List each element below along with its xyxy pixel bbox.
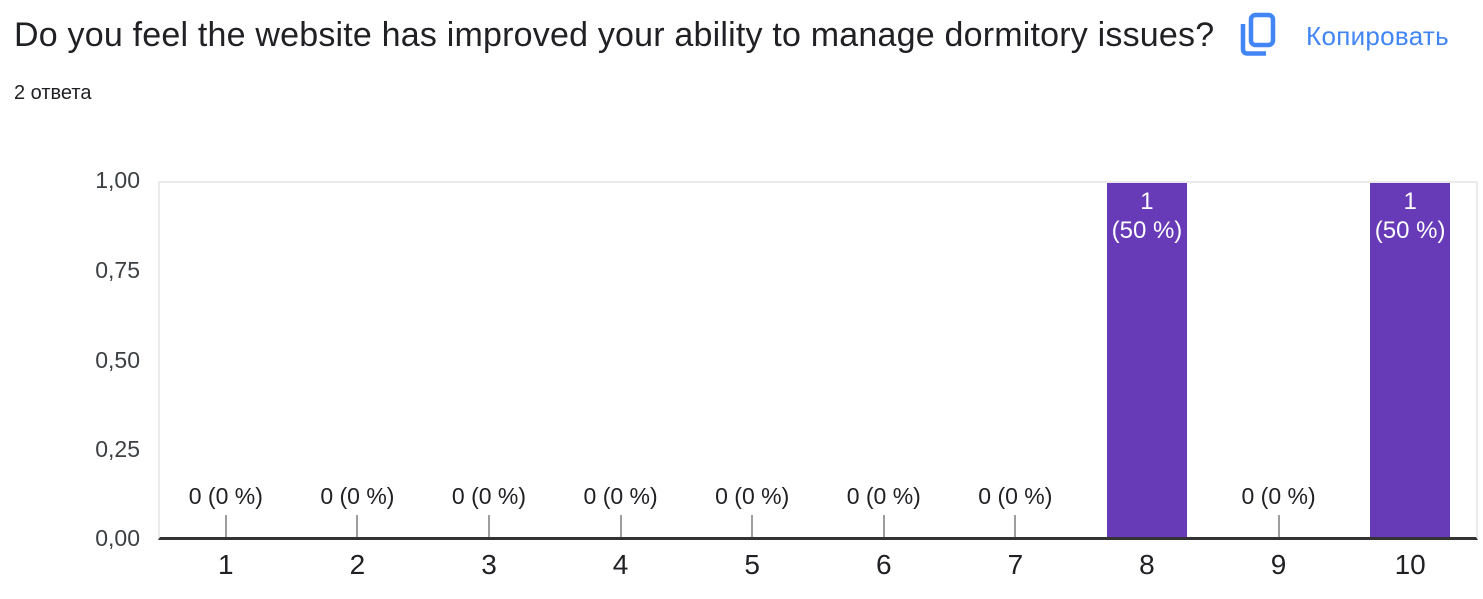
x-axis-tick xyxy=(1277,515,1280,537)
y-axis-label-0,00: 0,00 xyxy=(95,525,140,551)
zero-value-label: 0 (0 %) xyxy=(846,483,921,509)
responses-count: 2 ответа xyxy=(14,82,92,104)
bar-value-label: 1 xyxy=(1403,188,1417,215)
category-slot-3: 0 (0 %) xyxy=(423,183,555,537)
category-slot-8: 1 (50 %) xyxy=(1081,183,1213,537)
x-axis-label-7: 7 xyxy=(1007,549,1024,580)
copy-icon xyxy=(1238,12,1276,60)
y-axis-label-1,00: 1,00 xyxy=(95,167,140,193)
bar-value-label: (50 %) xyxy=(1111,217,1183,244)
x-axis-tick xyxy=(224,515,227,537)
bar-10: 1 (50 %) xyxy=(1370,183,1451,537)
x-axis-label-1: 1 xyxy=(218,549,234,580)
category-slot-9: 0 (0 %) xyxy=(1213,183,1345,537)
zero-value-label: 0 (0 %) xyxy=(188,483,263,509)
plot-area: 0 (0 %) 0 (0 %) 0 (0 %) 0 (0 %) 0 (0 %) 0 (0 … xyxy=(158,181,1478,540)
x-axis-tick xyxy=(619,515,622,537)
zero-value-label: 0 (0 %) xyxy=(320,483,395,509)
zero-value-label: 0 (0 %) xyxy=(583,483,658,509)
y-axis-label-0,25: 0,25 xyxy=(95,436,140,462)
zero-value-label: 0 (0 %) xyxy=(1241,483,1316,509)
x-axis-tick xyxy=(487,515,490,537)
category-slot-4: 0 (0 %) xyxy=(555,183,687,537)
category-slot-7: 0 (0 %) xyxy=(950,183,1082,537)
y-axis-label-0,50: 0,50 xyxy=(95,347,140,373)
category-slot-1: 0 (0 %) xyxy=(160,183,292,537)
zero-value-label: 0 (0 %) xyxy=(451,483,527,509)
category-slot-2: 0 (0 %) xyxy=(292,183,424,537)
x-axis-label-6: 6 xyxy=(875,549,892,580)
bar-value-label: (50 %) xyxy=(1374,217,1446,244)
category-slot-5: 0 (0 %) xyxy=(686,183,818,537)
x-axis-label-5: 5 xyxy=(744,549,760,580)
x-axis-label-10: 10 xyxy=(1394,549,1426,580)
copy-button-label: Копировать xyxy=(1306,20,1449,51)
x-axis-tick xyxy=(882,515,885,537)
y-axis-label-0,75: 0,75 xyxy=(95,257,140,283)
question-title: Do you feel the website has improved you… xyxy=(14,16,1215,54)
zero-value-label: 0 (0 %) xyxy=(715,483,790,509)
x-axis-tick xyxy=(751,515,754,537)
x-axis-tick xyxy=(356,515,359,537)
x-axis-tick xyxy=(1014,515,1017,537)
x-axis-label-4: 4 xyxy=(612,549,629,580)
bar-8: 1 (50 %) xyxy=(1106,183,1187,537)
copy-button[interactable]: Копировать xyxy=(1238,12,1449,60)
x-axis-labels: 1 2 3 4 5 6 7 8 9 10 xyxy=(160,550,1476,580)
x-axis-label-9: 9 xyxy=(1270,549,1287,580)
x-axis-label-8: 8 xyxy=(1139,549,1155,580)
bar-value-label: 1 xyxy=(1140,188,1154,215)
x-axis-label-3: 3 xyxy=(481,549,497,580)
x-axis-label-2: 2 xyxy=(349,549,366,580)
category-slot-10: 1 (50 %) xyxy=(1344,183,1476,537)
category-slot-6: 0 (0 %) xyxy=(818,183,950,537)
zero-value-label: 0 (0 %) xyxy=(978,483,1053,509)
